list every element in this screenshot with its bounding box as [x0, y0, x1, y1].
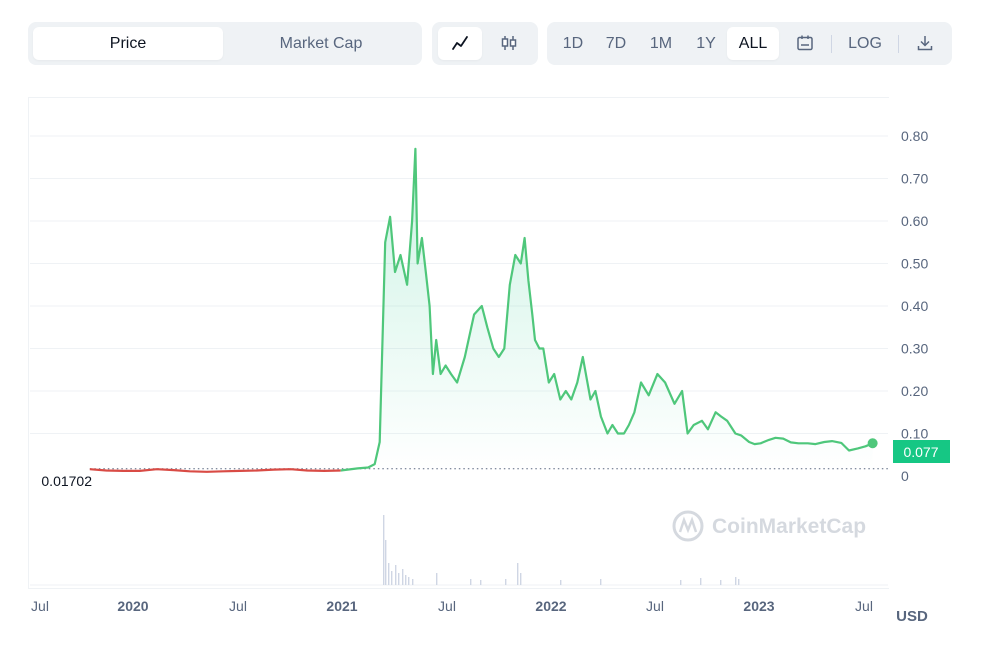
- x-tick-label: Jul: [438, 598, 456, 614]
- volume-bar: [402, 569, 404, 585]
- time-range-selector: 1D 7D 1M 1Y ALL LOG: [547, 22, 952, 65]
- current-price-tag: [893, 440, 950, 463]
- volume-bar: [735, 577, 737, 585]
- download-icon: [917, 36, 933, 51]
- coinmarketcap-logo-icon: [672, 510, 704, 542]
- volume-bar: [385, 540, 387, 585]
- line-chart-icon: [452, 36, 468, 50]
- chart-frame: [28, 97, 889, 589]
- y-tick-label: 0.60: [901, 213, 928, 229]
- watermark: CoinMarketCap: [672, 510, 866, 542]
- volume-bar: [520, 573, 522, 585]
- log-scale-button[interactable]: LOG: [848, 35, 882, 52]
- y-tick-label: 0.20: [901, 383, 928, 399]
- volume-bar: [408, 577, 410, 585]
- volume-bar: [470, 579, 472, 585]
- y-tick-label: 0.30: [901, 341, 928, 357]
- current-price-dot: [867, 438, 878, 449]
- volume-bar: [395, 565, 397, 585]
- volume-bar: [517, 563, 519, 585]
- y-tick-label: 0.10: [901, 426, 928, 442]
- x-tick-label: 2021: [326, 598, 357, 614]
- volume-bar: [480, 580, 482, 585]
- y-tick-label: 0.80: [901, 128, 928, 144]
- range-1m-button[interactable]: 1M: [649, 35, 673, 52]
- y-axis: 0.80 0.70 0.60 0.50 0.40 0.30 0.20 0.10 0: [901, 128, 928, 484]
- x-tick-label: Jul: [855, 598, 873, 614]
- price-tab[interactable]: Price: [33, 27, 223, 60]
- reference-price-label: 0.01702: [41, 473, 92, 489]
- candlestick-icon: [501, 36, 517, 50]
- range-divider: [831, 35, 832, 53]
- price-line-below-reference: [89, 468, 341, 473]
- calendar-icon: [797, 35, 813, 51]
- volume-bar: [600, 579, 602, 585]
- calendar-button[interactable]: [785, 27, 825, 60]
- price-area-fill: [340, 148, 873, 471]
- volume-bar: [700, 578, 702, 585]
- y-tick-label: 0.40: [901, 298, 928, 314]
- volume-bar: [388, 563, 390, 585]
- x-tick-label: Jul: [646, 598, 664, 614]
- range-7d-button[interactable]: 7D: [605, 35, 627, 52]
- volume-bar: [505, 579, 507, 585]
- price-line-above-reference: [340, 147, 874, 472]
- volume-bar: [680, 580, 682, 585]
- range-all-button[interactable]: ALL: [727, 27, 779, 60]
- volume-bar: [560, 580, 562, 585]
- x-tick-label: 2020: [117, 598, 148, 614]
- chart-type-toggle: [432, 22, 538, 65]
- price-marketcap-toggle: Price Market Cap: [28, 22, 422, 65]
- volume-bar: [412, 579, 414, 585]
- y-tick-label: 0.70: [901, 171, 928, 187]
- x-tick-label: 2023: [743, 598, 774, 614]
- volume-bar: [398, 573, 400, 585]
- x-tick-label: Jul: [229, 598, 247, 614]
- range-1d-button[interactable]: 1D: [562, 35, 584, 52]
- grid-lines: [30, 135, 888, 586]
- volume-bar: [391, 571, 393, 585]
- watermark-text: CoinMarketCap: [712, 515, 866, 538]
- x-axis: Jul 2020 Jul 2021 Jul 2022 Jul 2023 Jul: [31, 598, 873, 614]
- volume-bar: [738, 579, 740, 585]
- range-1y-button[interactable]: 1Y: [696, 35, 716, 52]
- candlestick-button[interactable]: [487, 27, 531, 60]
- volume-bar: [436, 573, 438, 585]
- y-tick-label: 0: [901, 468, 909, 484]
- current-price-label: 0.077: [903, 444, 938, 460]
- download-button[interactable]: [905, 27, 945, 60]
- market-cap-tab[interactable]: Market Cap: [279, 35, 363, 52]
- log-divider: [898, 35, 899, 53]
- currency-label: USD: [896, 608, 928, 625]
- volume-bar: [383, 515, 385, 585]
- volume-bar: [720, 580, 722, 585]
- x-tick-label: 2022: [535, 598, 566, 614]
- x-tick-label: Jul: [31, 598, 49, 614]
- y-tick-label: 0.50: [901, 256, 928, 272]
- volume-bar: [405, 575, 407, 585]
- line-chart-button[interactable]: [438, 27, 482, 60]
- volume-bars: [383, 515, 740, 585]
